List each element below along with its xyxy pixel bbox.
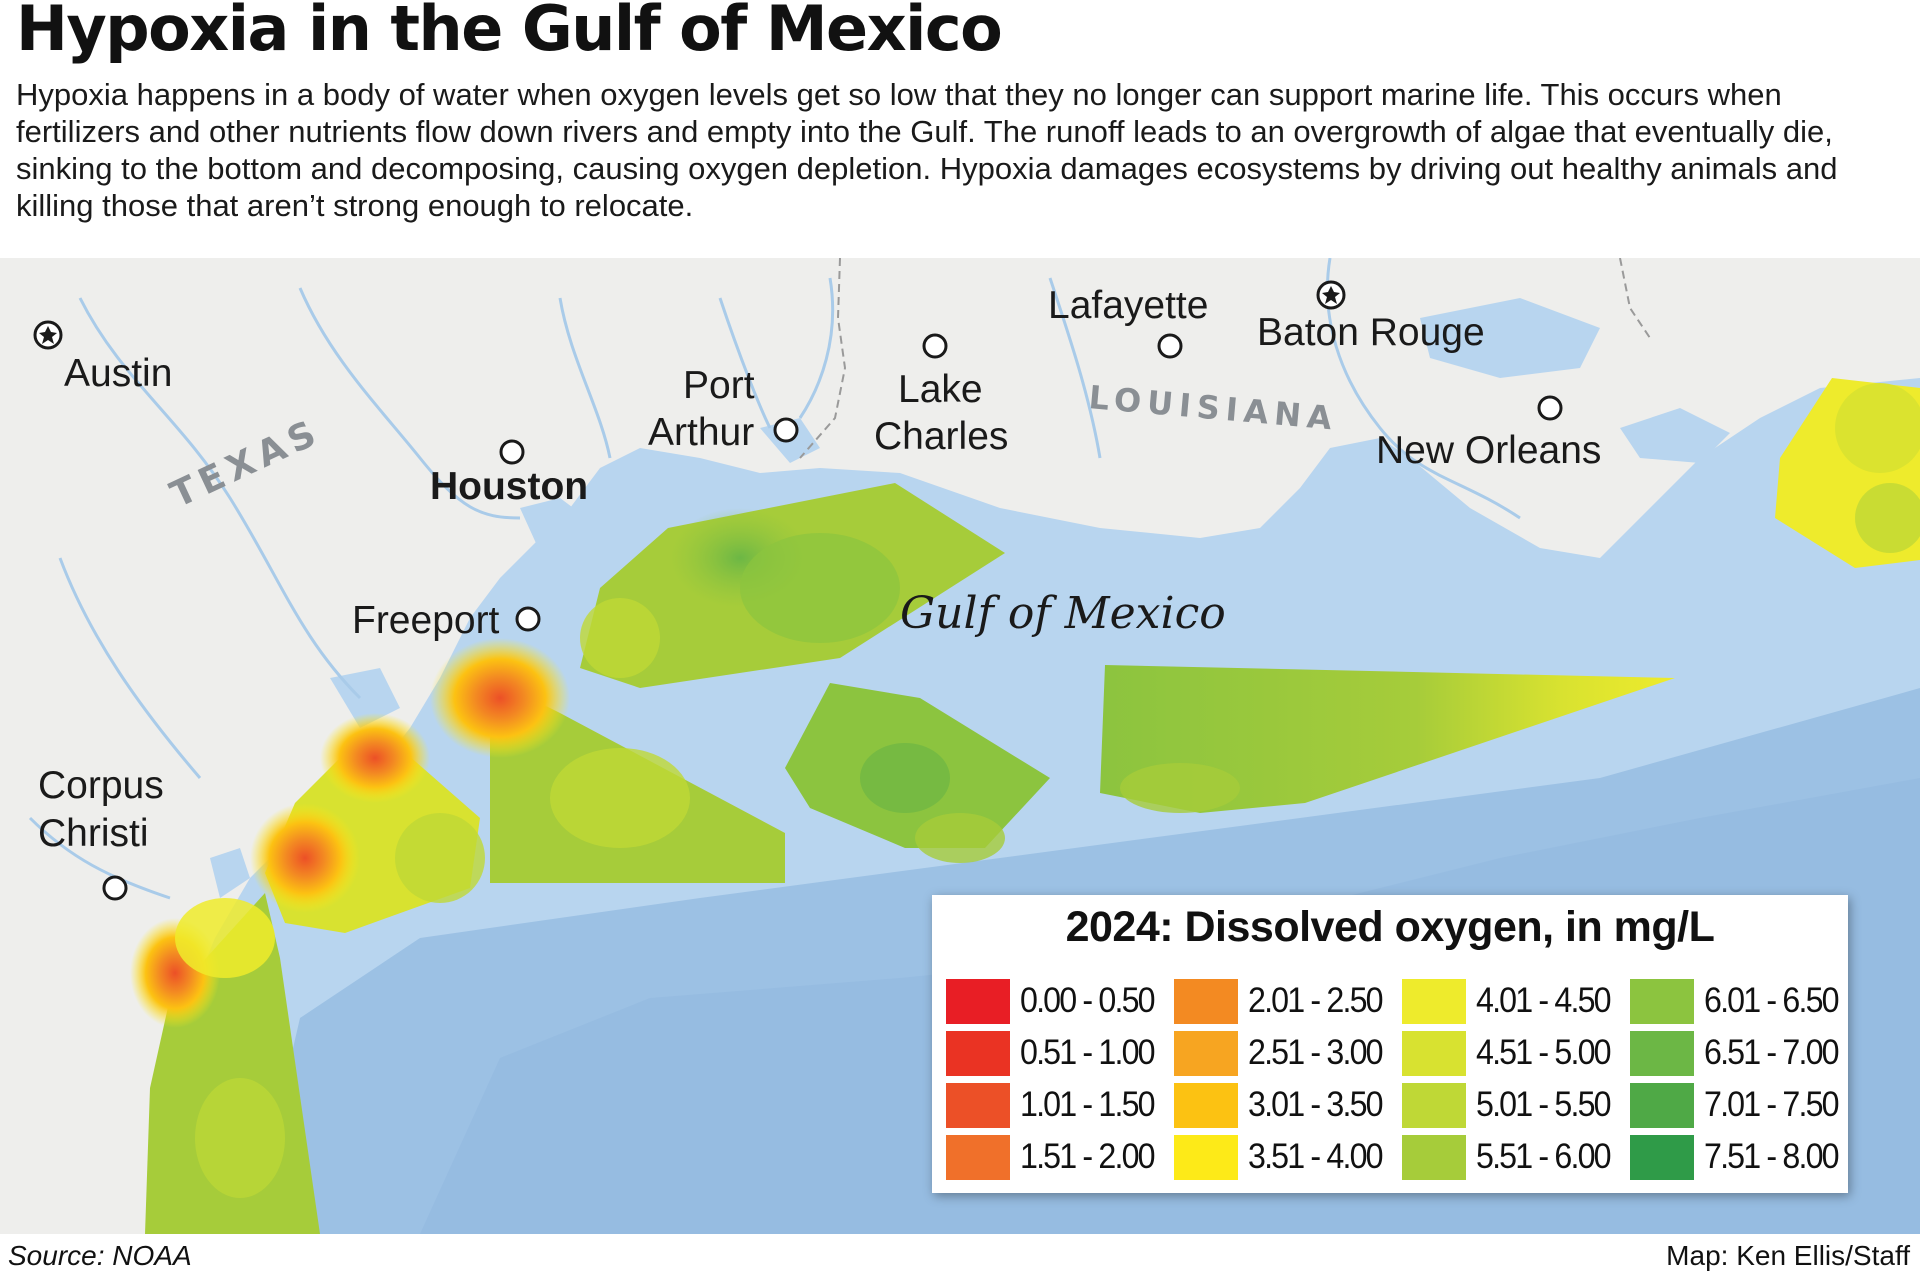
- legend-swatch: [1402, 1031, 1466, 1076]
- city-label-baton-rouge: Baton Rouge: [1257, 311, 1485, 354]
- city-marker-port-arthur: [773, 417, 799, 443]
- city-label-new-orleans: New Orleans: [1376, 429, 1601, 472]
- state-border: [799, 258, 847, 459]
- city-label-austin: Austin: [64, 352, 172, 395]
- water-label-gulf: Gulf of Mexico: [900, 588, 1226, 639]
- city-markers: [33, 280, 1563, 901]
- city-marker-new-orleans: [1537, 395, 1563, 421]
- legend-label: 4.51 - 5.00: [1476, 1033, 1612, 1072]
- star-icon: [1322, 286, 1340, 304]
- legend-swatch: [946, 1135, 1010, 1180]
- legend-label: 0.00 - 0.50: [1020, 981, 1156, 1020]
- city-label-corpus-christi: Corpus: [38, 764, 164, 807]
- city-label-lake-charles: Charles: [874, 415, 1008, 458]
- city-marker-lafayette: [1157, 333, 1183, 359]
- legend-swatch: [1630, 979, 1694, 1024]
- legend-swatch: [1174, 979, 1238, 1024]
- legend-swatch: [946, 979, 1010, 1024]
- map-title: Hypoxia in the Gulf of Mexico: [16, 0, 1003, 65]
- city-label-freeport: Freeport: [352, 599, 500, 642]
- legend-label: 2.51 - 3.00: [1248, 1033, 1384, 1072]
- source-note: Source: NOAA: [8, 1240, 192, 1271]
- legend-label: 7.01 - 7.50: [1704, 1085, 1840, 1124]
- legend-label: 1.51 - 2.00: [1020, 1137, 1156, 1176]
- city-marker-corpus-christi: [102, 875, 128, 901]
- legend-swatch: [1630, 1031, 1694, 1076]
- legend-swatch: [1630, 1083, 1694, 1128]
- credit-note: Map: Ken Ellis/Staff: [1666, 1240, 1910, 1271]
- legend-swatch: [1174, 1083, 1238, 1128]
- legend-swatch: [1402, 1135, 1466, 1180]
- legend-label: 0.51 - 1.00: [1020, 1033, 1156, 1072]
- legend-label: 6.51 - 7.00: [1704, 1033, 1840, 1072]
- city-label-lafayette: Lafayette: [1048, 284, 1208, 327]
- legend-title: 2024: Dissolved oxygen, in mg/L: [1065, 903, 1715, 951]
- city-label-lake-charles: Lake: [898, 368, 983, 411]
- land-mass: [0, 258, 1920, 1234]
- rivers: [28, 258, 1521, 900]
- legend-swatch: [1630, 1135, 1694, 1180]
- legend-swatch: [1174, 1031, 1238, 1076]
- legend-label: 3.01 - 3.50: [1248, 1085, 1384, 1124]
- city-label-houston: Houston: [430, 465, 588, 508]
- city-label-corpus-christi: Christi: [38, 812, 149, 855]
- capital-star-icons: [39, 286, 1340, 344]
- city-label-port-arthur: Arthur: [648, 411, 754, 454]
- legend-swatch: [1402, 979, 1466, 1024]
- zone-east-shelf: [1100, 665, 1675, 813]
- legend-label: 7.51 - 8.00: [1704, 1137, 1840, 1176]
- legend-label: 5.51 - 6.00: [1476, 1137, 1612, 1176]
- legend-label: 5.01 - 5.50: [1476, 1085, 1612, 1124]
- city-label-port-arthur: Port: [683, 364, 755, 407]
- legend-swatch: [946, 1083, 1010, 1128]
- star-icon: [39, 326, 57, 344]
- legend-label: 2.01 - 2.50: [1248, 981, 1384, 1020]
- legend-swatch: [1402, 1083, 1466, 1128]
- legend-label: 3.51 - 4.00: [1248, 1137, 1384, 1176]
- legend: 2024: Dissolved oxygen, in mg/L 0.00 - 0…: [932, 895, 1848, 1193]
- legend-label: 6.01 - 6.50: [1704, 981, 1840, 1020]
- city-marker-houston: [499, 439, 525, 465]
- legend-label: 1.01 - 1.50: [1020, 1085, 1156, 1124]
- legend-label: 4.01 - 4.50: [1476, 981, 1612, 1020]
- city-marker-lake-charles: [922, 333, 948, 359]
- map-description: Hypoxia happens in a body of water when …: [16, 77, 1838, 223]
- legend-swatch: [946, 1031, 1010, 1076]
- oxygen-zones: [130, 378, 1920, 1234]
- city-marker-freeport: [515, 606, 541, 632]
- legend-swatch: [1174, 1135, 1238, 1180]
